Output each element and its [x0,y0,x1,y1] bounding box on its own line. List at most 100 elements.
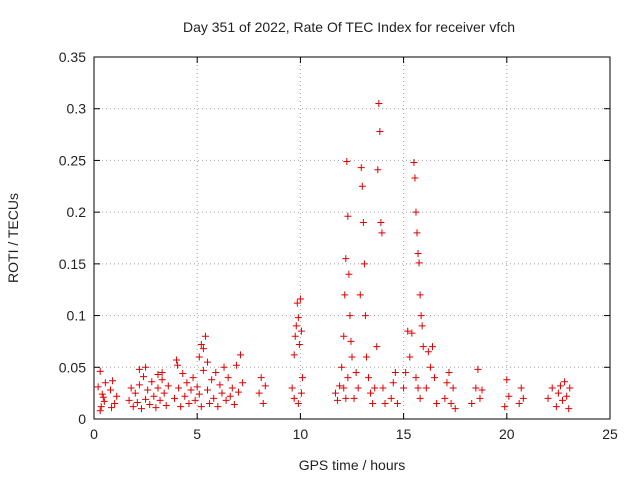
data-point [98,390,106,398]
data-point [554,389,562,397]
y-tick-label: 0.1 [67,308,87,324]
data-point [354,384,362,392]
data-point [417,312,425,320]
data-point [179,369,187,377]
data-point [97,403,105,411]
data-point [445,368,453,376]
data-point [424,348,432,356]
data-point [331,389,339,397]
data-point [501,403,509,411]
data-point [144,386,152,394]
data-point [160,389,168,397]
data-point [379,384,387,392]
data-point [356,291,364,299]
data-point [218,389,226,397]
data-point [152,404,160,412]
x-tick-label: 25 [602,426,618,442]
data-point [237,351,245,359]
data-point [170,394,178,402]
data-point [515,399,523,407]
data-point [164,382,172,390]
data-point [413,229,421,237]
data-point [350,394,358,402]
y-tick-label: 0.2 [67,204,87,220]
data-point [404,327,412,335]
y-tick-label: 0.35 [59,49,86,65]
data-point [133,398,141,406]
data-point [378,229,386,237]
data-point [428,343,436,351]
data-point [341,291,349,299]
data-point [359,218,367,226]
data-point [474,365,482,373]
y-tick-label: 0.25 [59,152,86,168]
data-points [94,100,574,415]
data-point [293,299,301,307]
data-point [158,368,166,376]
data-point [107,386,115,394]
chart-title: Day 351 of 2022, Rate Of TEC Index for r… [183,19,515,35]
data-point [468,399,476,407]
data-point [415,259,423,267]
y-tick-label: 0 [78,411,86,427]
data-point [140,373,148,381]
data-point [357,164,365,172]
data-point [342,394,350,402]
data-point [259,399,267,407]
data-point [127,384,135,392]
data-point [381,399,389,407]
y-tick-label: 0.15 [59,256,86,272]
data-point [204,386,212,394]
data-point [175,384,183,392]
data-point [334,396,342,404]
data-point [162,402,170,410]
data-point [443,379,451,387]
data-point [414,250,422,258]
data-point [294,314,302,322]
data-point [108,404,116,412]
data-point [503,376,511,384]
data-point [369,399,377,407]
data-point [447,399,455,407]
data-point [389,379,397,387]
data-point [195,390,203,398]
data-point [338,363,346,371]
y-tick-label: 0.05 [59,359,86,375]
data-point [109,377,117,385]
data-point [478,386,486,394]
data-point [154,384,162,392]
data-point [94,383,102,391]
data-point [297,327,305,335]
data-point [505,392,513,400]
data-point [376,127,384,135]
data-point [154,371,162,379]
data-point [548,384,556,392]
data-point [174,361,182,369]
data-point [111,399,119,407]
data-point [181,392,189,400]
data-point [183,379,191,387]
data-point [195,353,203,361]
data-point [177,403,185,411]
plot-frame [93,56,611,420]
data-point [365,374,373,382]
data-point [373,343,381,351]
data-point [148,378,156,386]
data-point [193,383,201,391]
data-point [220,363,228,371]
data-point [216,381,224,389]
data-point [228,384,236,392]
data-point [449,384,457,392]
data-point [210,394,218,402]
axis-ticks: 0 5 10 15 20 25 0 0.05 0.1 0.15 0.2 0.25 0.3 0.35 [59,49,618,442]
data-point [358,182,366,190]
data-point [559,396,567,404]
x-axis-label: GPS time / hours [299,457,406,473]
data-point [158,376,166,384]
data-point [96,367,104,375]
data-point [135,381,143,389]
data-point [433,399,441,407]
data-point [419,343,427,351]
